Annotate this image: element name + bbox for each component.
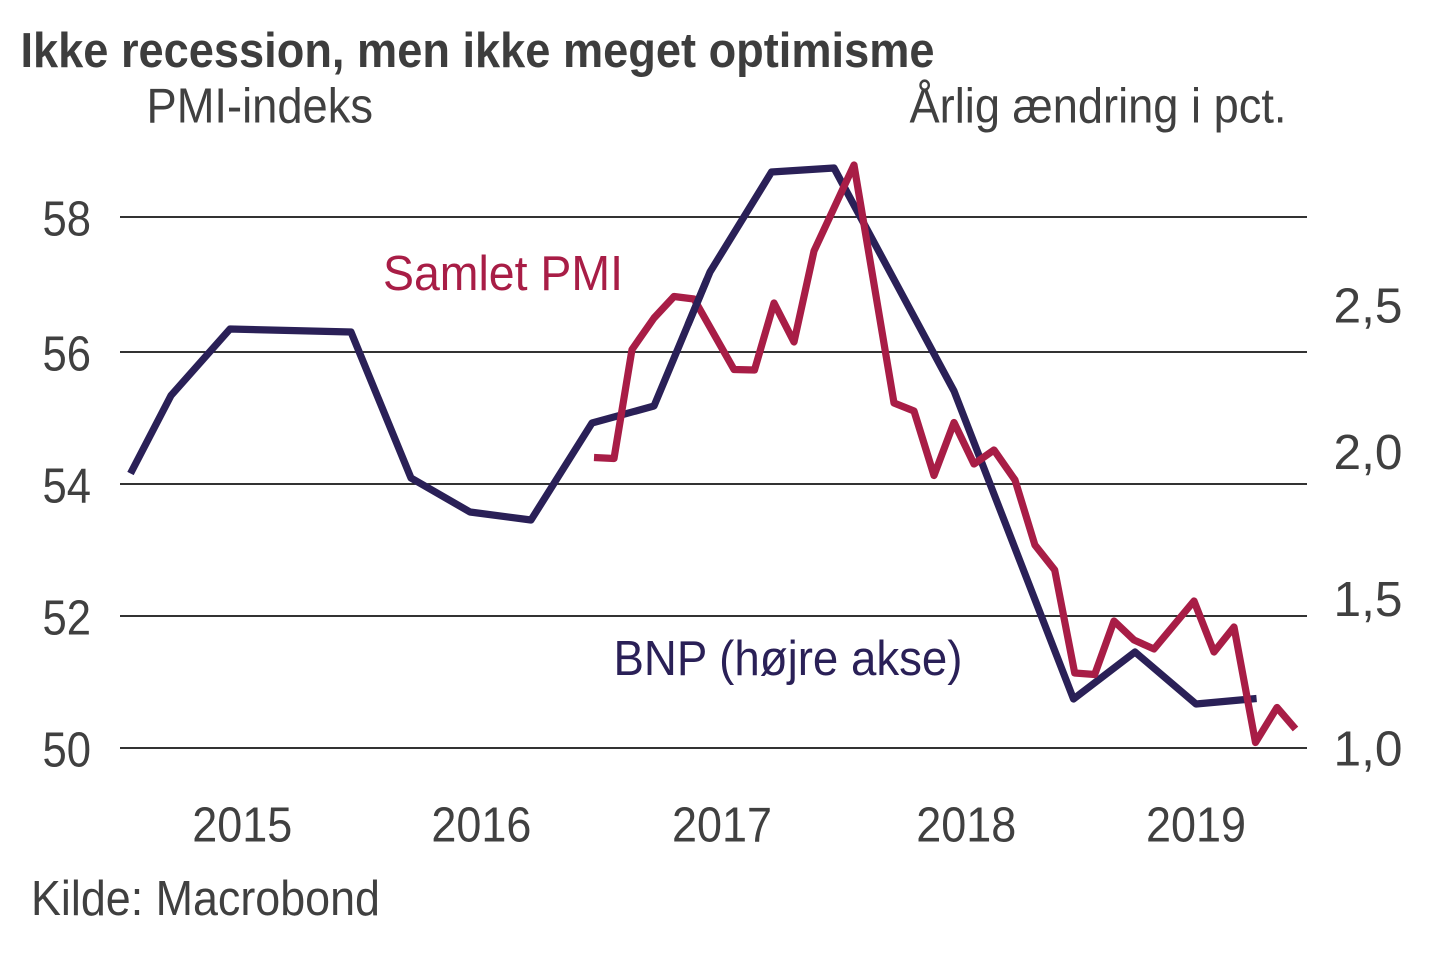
svg-text:56: 56 [43, 327, 92, 381]
svg-text:Ikke recession, men ikke meget: Ikke recession, men ikke meget optimisme [21, 24, 935, 78]
svg-text:BNP (højre akse): BNP (højre akse) [614, 632, 963, 686]
svg-text:2,0: 2,0 [1334, 426, 1403, 480]
svg-text:54: 54 [43, 459, 92, 513]
svg-text:50: 50 [43, 723, 92, 777]
svg-text:PMI-indeks: PMI-indeks [147, 79, 374, 133]
svg-text:2,5: 2,5 [1334, 280, 1403, 334]
svg-text:2018: 2018 [916, 799, 1016, 853]
svg-text:2017: 2017 [672, 799, 772, 853]
svg-text:2016: 2016 [431, 799, 531, 853]
svg-text:2019: 2019 [1146, 799, 1246, 853]
svg-text:1,0: 1,0 [1334, 723, 1403, 777]
svg-text:2015: 2015 [192, 799, 292, 853]
svg-text:1,5: 1,5 [1334, 573, 1403, 627]
svg-text:Årlig ændring i pct.: Årlig ændring i pct. [910, 79, 1287, 133]
svg-text:Samlet PMI: Samlet PMI [383, 247, 623, 301]
svg-text:52: 52 [43, 591, 92, 645]
svg-text:58: 58 [43, 192, 92, 246]
svg-text:Kilde: Macrobond: Kilde: Macrobond [31, 872, 380, 926]
